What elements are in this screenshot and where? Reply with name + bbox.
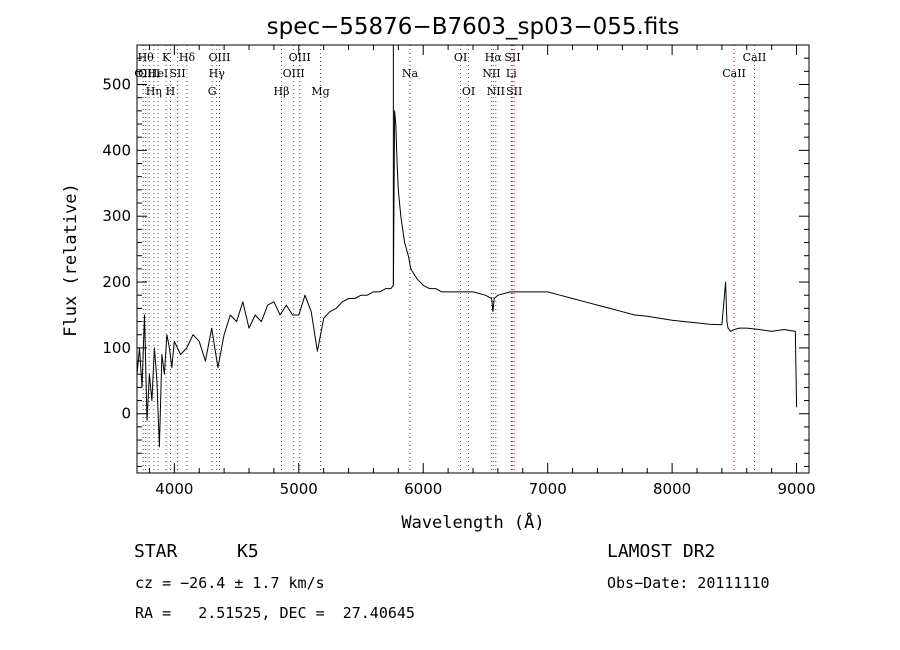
line-marker-label: G xyxy=(208,85,217,98)
x-tick-label: 4000 xyxy=(155,480,193,498)
line-marker-label: Hα xyxy=(485,51,503,64)
redshift-text: cz = −26.4 ± 1.7 km/s xyxy=(135,574,325,592)
line-marker-label: OIII xyxy=(138,67,160,80)
y-tick-label: 200 xyxy=(102,273,131,291)
line-marker-label: OI xyxy=(462,85,475,98)
line-marker-label: NII xyxy=(482,67,500,80)
line-marker-label: OII xyxy=(134,67,152,80)
chart-title: spec−55876−B7603_sp03−055.fits xyxy=(267,14,680,40)
line-marker-label: OIII xyxy=(289,51,311,64)
object-class: STAR xyxy=(134,541,178,562)
line-marker-label: Hδ xyxy=(179,51,196,64)
line-marker-label: Hγ xyxy=(209,67,226,80)
x-tick-label: 7000 xyxy=(529,480,567,498)
y-tick-label: 500 xyxy=(102,76,131,94)
line-marker-label: K xyxy=(162,51,171,64)
line-marker-label: CaII xyxy=(722,67,746,80)
x-tick-label: 8000 xyxy=(653,480,691,498)
spectrum-chart: spec−55876−B7603_sp03−055.fits OII Hθ OIII… xyxy=(61,14,816,533)
spectrum-series xyxy=(136,45,798,448)
line-marker-label: Hβ xyxy=(274,85,290,98)
axis-ticks: 4000 5000 6000 7000 8000 9000 0 100 200 300 400 500 xyxy=(102,45,816,498)
x-tick-label: 6000 xyxy=(404,480,442,498)
line-marker-label: H xyxy=(166,85,176,98)
line-marker-label: SII xyxy=(506,85,522,98)
line-marker-label: CaII xyxy=(743,51,767,64)
survey-name: LAMOST DR2 xyxy=(607,541,716,562)
y-axis-label: Flux (relative) xyxy=(61,183,81,337)
y-tick-label: 100 xyxy=(102,339,131,357)
line-marker-label: Mg xyxy=(311,85,329,98)
line-marker-label: SII xyxy=(169,67,185,80)
line-marker-label: OIII xyxy=(283,67,305,80)
line-marker-label: OIII xyxy=(208,51,230,64)
x-tick-label: 9000 xyxy=(777,480,815,498)
line-marker-label: HeI xyxy=(148,67,168,80)
plot-frame xyxy=(136,44,810,474)
y-tick-label: 0 xyxy=(121,405,131,423)
coordinates: RA = 2.51525, DEC = 27.40645 xyxy=(135,604,415,622)
line-marker-label: OI xyxy=(454,51,467,64)
line-marker-label: Hη xyxy=(146,85,162,98)
obs-date: Obs−Date: 20111110 xyxy=(607,574,770,592)
spectral-line-markers: OII Hθ OIII Hη HeI K H SII Hδ G Hγ OIII Hβ OIII OIII Mg… xyxy=(134,45,766,473)
line-marker-label: SII xyxy=(504,51,520,64)
y-tick-label: 300 xyxy=(102,207,131,225)
line-marker-label: Hθ xyxy=(138,51,155,64)
object-subclass: K5 xyxy=(237,541,259,562)
y-tick-label: 400 xyxy=(102,141,131,159)
x-axis-label: Wavelength (Å) xyxy=(401,511,544,533)
line-marker-label: Li xyxy=(506,67,517,80)
x-tick-label: 5000 xyxy=(280,480,318,498)
line-marker-label: NII xyxy=(487,85,505,98)
spectrum-line xyxy=(136,110,798,448)
line-marker-label: Na xyxy=(402,67,419,80)
